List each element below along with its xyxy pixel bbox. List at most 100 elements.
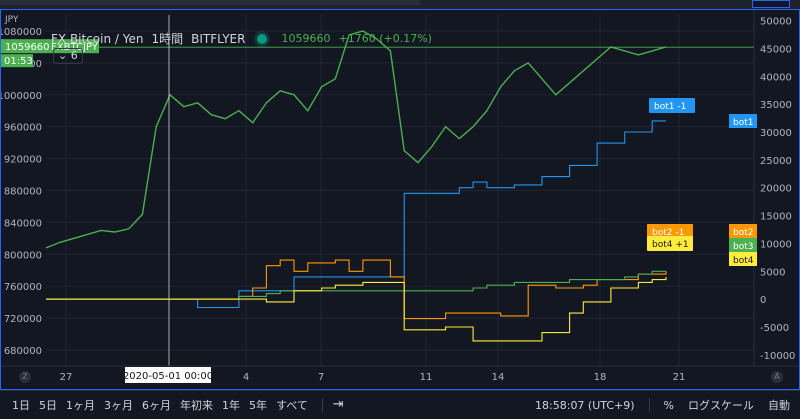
bot2-badge-label: bot2 -1 bbox=[652, 228, 684, 238]
left-axis-tick: 960000 bbox=[4, 123, 42, 134]
countdown-bg bbox=[1, 54, 33, 68]
right-axis-tick: 10000 bbox=[760, 239, 792, 250]
left-axis-tick: 1080000 bbox=[1, 27, 42, 38]
right-axis-tick: -10000 bbox=[760, 351, 795, 362]
bot4-badge[interactable] bbox=[647, 236, 693, 251]
right-axis-tick: 45000 bbox=[760, 44, 792, 55]
bot2-badge[interactable] bbox=[647, 224, 693, 239]
right-pnl-axis[interactable]: 5000045000400003500030000250002000015000… bbox=[753, 10, 795, 366]
grid bbox=[46, 15, 754, 366]
right-axis-tick: 35000 bbox=[760, 100, 792, 111]
price-label-value: 1059660 bbox=[5, 42, 50, 53]
indicator-count: 6 bbox=[70, 49, 78, 62]
divider bbox=[321, 397, 323, 412]
timeframe-button[interactable]: 3ヶ月 bbox=[104, 398, 133, 412]
time-axis[interactable]: 27 4 7 11 14 18 21 bbox=[1, 365, 799, 383]
top-toolbar bbox=[0, 0, 800, 9]
crosshair-time-label: 2020-05-01 00:00 bbox=[123, 371, 213, 382]
bot2-pnl-line bbox=[46, 259, 667, 320]
time-axis-tick: 11 bbox=[420, 372, 433, 383]
currency-label: JPY bbox=[4, 15, 19, 25]
percent-toggle[interactable]: % bbox=[663, 398, 674, 412]
left-axis-tick: 720000 bbox=[4, 314, 42, 325]
right-axis-tick: 25000 bbox=[760, 156, 792, 167]
price-line bbox=[45, 30, 667, 249]
time-axis-tick: 27 bbox=[60, 372, 73, 383]
series-layer bbox=[45, 15, 754, 366]
timeframe-button[interactable]: 6ヶ月 bbox=[142, 398, 171, 412]
timeframe-button[interactable]: 1日 bbox=[12, 398, 30, 412]
scale-right-label: A bbox=[774, 372, 780, 381]
right-axis-tick: 40000 bbox=[760, 72, 792, 83]
bot2-axis-label-bg bbox=[729, 224, 757, 238]
left-axis-tick: 800000 bbox=[4, 250, 42, 261]
bot4-pnl-line bbox=[46, 276, 667, 342]
top-toolbar-items bbox=[0, 0, 420, 5]
timeframe-button[interactable]: すべて bbox=[276, 398, 308, 412]
bot4-axis-label: bot4 bbox=[733, 256, 754, 266]
right-axis-tick: 50000 bbox=[760, 17, 792, 28]
bot1-axis-label: bot1 bbox=[733, 118, 753, 128]
time-axis-tick: 21 bbox=[673, 372, 686, 383]
scale-right-button[interactable]: A bbox=[771, 371, 783, 383]
crosshair-time-bg bbox=[125, 367, 211, 383]
top-right-button[interactable] bbox=[752, 0, 790, 8]
price-label-ticker: FXBTCJPY bbox=[51, 42, 99, 53]
time-axis-tick: 7 bbox=[318, 372, 324, 383]
timeframe-button[interactable]: 年初来 bbox=[180, 398, 213, 412]
live-status-icon bbox=[257, 33, 268, 44]
price-label-bg bbox=[1, 39, 99, 54]
bottom-toolbar: 1日 5日 1ヶ月 3ヶ月 6ヶ月 年初来 1年 5年 すべて ⇥ 18:58:07 (UTC+… bbox=[0, 390, 800, 418]
calendar-goto-icon[interactable]: ⇥ bbox=[332, 397, 344, 412]
symbol-title: FX Bitcoin / Yen bbox=[51, 31, 144, 46]
time-axis-tick: 4 bbox=[243, 372, 249, 383]
right-axis-tick: 5000 bbox=[760, 267, 785, 278]
left-axis-tick: 840000 bbox=[4, 218, 42, 229]
markers-layer: 1059660 FXBTCJPY 01:53 2020-05-01 00:00 bot1… bbox=[1, 39, 757, 383]
log-scale-toggle[interactable]: ログスケール bbox=[688, 399, 754, 412]
bot1-axis-label-bg bbox=[729, 114, 757, 128]
time-axis-tick: 14 bbox=[492, 372, 505, 383]
left-axis-tick: 680000 bbox=[4, 346, 42, 357]
right-axis-tick: 15000 bbox=[760, 212, 792, 223]
symbol-interval: 1時間 bbox=[151, 32, 184, 46]
bot3-axis-label: bot3 bbox=[733, 242, 753, 252]
scale-left-button[interactable]: Z bbox=[19, 371, 31, 383]
right-axis-tick: -5000 bbox=[760, 323, 789, 334]
right-axis-tick: 0 bbox=[760, 295, 766, 306]
bot3-axis-label-bg bbox=[729, 238, 757, 252]
right-axis-tick: 30000 bbox=[760, 128, 792, 139]
bot1-badge-label: bot1 -1 bbox=[654, 102, 686, 112]
chevron-down-icon: ⌄ bbox=[58, 49, 68, 62]
timeframe-buttons: 1日 5日 1ヶ月 3ヶ月 6ヶ月 年初来 1年 5年 すべて bbox=[12, 397, 308, 413]
left-axis-tick: 1000000 bbox=[1, 91, 42, 102]
bot1-badge[interactable] bbox=[649, 98, 695, 113]
left-axis-tick: 880000 bbox=[4, 187, 42, 198]
timeframe-button[interactable]: 1ヶ月 bbox=[66, 398, 95, 412]
bot4-badge-label: bot4 +1 bbox=[652, 240, 689, 250]
timeframe-button[interactable]: 1年 bbox=[222, 398, 240, 412]
right-axis-tick: 20000 bbox=[760, 184, 792, 195]
timeframe-button[interactable]: 5日 bbox=[39, 398, 57, 412]
chart-pane[interactable]: 1080000104000010000009600009200008800008… bbox=[0, 9, 800, 390]
indicator-collapse-button[interactable]: ⌄ 6 bbox=[53, 48, 83, 64]
scale-left-label: Z bbox=[22, 372, 28, 381]
price-chart[interactable]: 1080000104000010000009600009200008800008… bbox=[1, 10, 799, 389]
bot2-axis-label: bot2 bbox=[733, 228, 753, 238]
bot4-axis-label-bg bbox=[729, 252, 757, 266]
left-axis-tick: 920000 bbox=[4, 155, 42, 166]
price-change: +1760 (+0.17%) bbox=[338, 32, 432, 45]
auto-scale-toggle[interactable]: 自動 bbox=[768, 399, 790, 412]
bottom-right-controls: 18:58:07 (UTC+9) % ログスケール 自動 bbox=[535, 391, 790, 419]
clock-readout[interactable]: 18:58:07 (UTC+9) bbox=[535, 398, 635, 412]
symbol-legend[interactable]: FX Bitcoin / Yen 1時間 BITFLYER 1059660 +1… bbox=[51, 30, 432, 47]
countdown-label: 01:53 bbox=[4, 56, 33, 67]
left-axis-tick: 760000 bbox=[4, 282, 42, 293]
last-price: 1059660 bbox=[281, 32, 331, 45]
timeframe-button[interactable]: 5年 bbox=[249, 398, 267, 412]
time-axis-tick: 18 bbox=[594, 372, 607, 383]
left-axis-bg bbox=[1, 10, 46, 366]
symbol-exchange: BITFLYER bbox=[191, 31, 246, 46]
divider bbox=[648, 398, 650, 412]
